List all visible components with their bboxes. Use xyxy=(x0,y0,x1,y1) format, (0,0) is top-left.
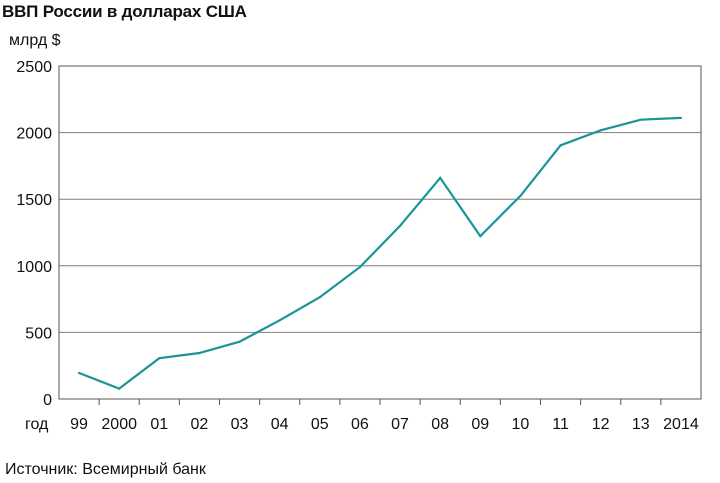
chart-title: ВВП России в долларах США xyxy=(2,2,247,21)
data-point-04 xyxy=(278,319,281,322)
x-tick-label-2000: 2000 xyxy=(101,416,137,433)
data-point-05 xyxy=(318,296,321,299)
y-tick-label-2500: 2500 xyxy=(16,59,52,76)
x-tick-label-08: 08 xyxy=(431,416,449,433)
y-tick-label-500: 500 xyxy=(25,325,52,342)
x-tick-label-12: 12 xyxy=(592,416,610,433)
data-point-2014 xyxy=(679,116,683,120)
data-point-03 xyxy=(238,340,241,343)
data-point-07 xyxy=(398,224,402,227)
x-tick-labels: 99 2000 01 02 03 04 05 06 07 08 09 10 11 12 13 2014 xyxy=(70,416,699,433)
x-tick-label-11: 11 xyxy=(552,416,569,433)
grid-lines xyxy=(59,132,701,333)
x-tick-label-09: 09 xyxy=(471,416,489,433)
data-point-02 xyxy=(198,351,201,355)
data-point-2000 xyxy=(118,387,121,390)
source-note: Источник: Всемирный банк xyxy=(5,461,206,478)
x-tick-label-99: 99 xyxy=(70,416,88,433)
data-point-99 xyxy=(77,371,81,375)
data-point-13 xyxy=(639,118,642,121)
data-point-06 xyxy=(358,266,362,269)
y-tick-label-1000: 1000 xyxy=(16,259,52,276)
x-tick-label-07: 07 xyxy=(391,416,409,433)
data-point-10 xyxy=(519,194,522,197)
data-point-01 xyxy=(158,357,161,360)
x-tick-label-05: 05 xyxy=(311,416,329,433)
x-axis-label: год xyxy=(25,416,49,433)
y-tick-label-1500: 1500 xyxy=(16,192,52,209)
series-line-0 xyxy=(78,116,681,390)
y-tick-labels: 0 500 1000 1500 2000 2500 xyxy=(16,59,52,409)
x-tick-label-2014: 2014 xyxy=(663,416,699,433)
y-tick-label-2000: 2000 xyxy=(16,126,52,143)
data-point-08 xyxy=(439,176,442,179)
x-tick-label-02: 02 xyxy=(191,416,209,433)
x-tick-label-06: 06 xyxy=(351,416,369,433)
x-tick-label-03: 03 xyxy=(231,416,249,433)
data-point-12 xyxy=(599,129,602,132)
x-tick-marks xyxy=(98,399,662,405)
x-tick-label-13: 13 xyxy=(632,416,650,433)
y-axis-unit-label: млрд $ xyxy=(9,32,61,49)
y-tick-label-0: 0 xyxy=(43,392,52,409)
plot-area-frame xyxy=(58,65,702,400)
data-point-11 xyxy=(559,144,562,147)
x-tick-label-01: 01 xyxy=(150,416,168,433)
data-point-09 xyxy=(479,234,482,238)
x-tick-label-10: 10 xyxy=(512,416,530,433)
series-layer xyxy=(77,116,683,390)
x-tick-label-04: 04 xyxy=(271,416,289,433)
